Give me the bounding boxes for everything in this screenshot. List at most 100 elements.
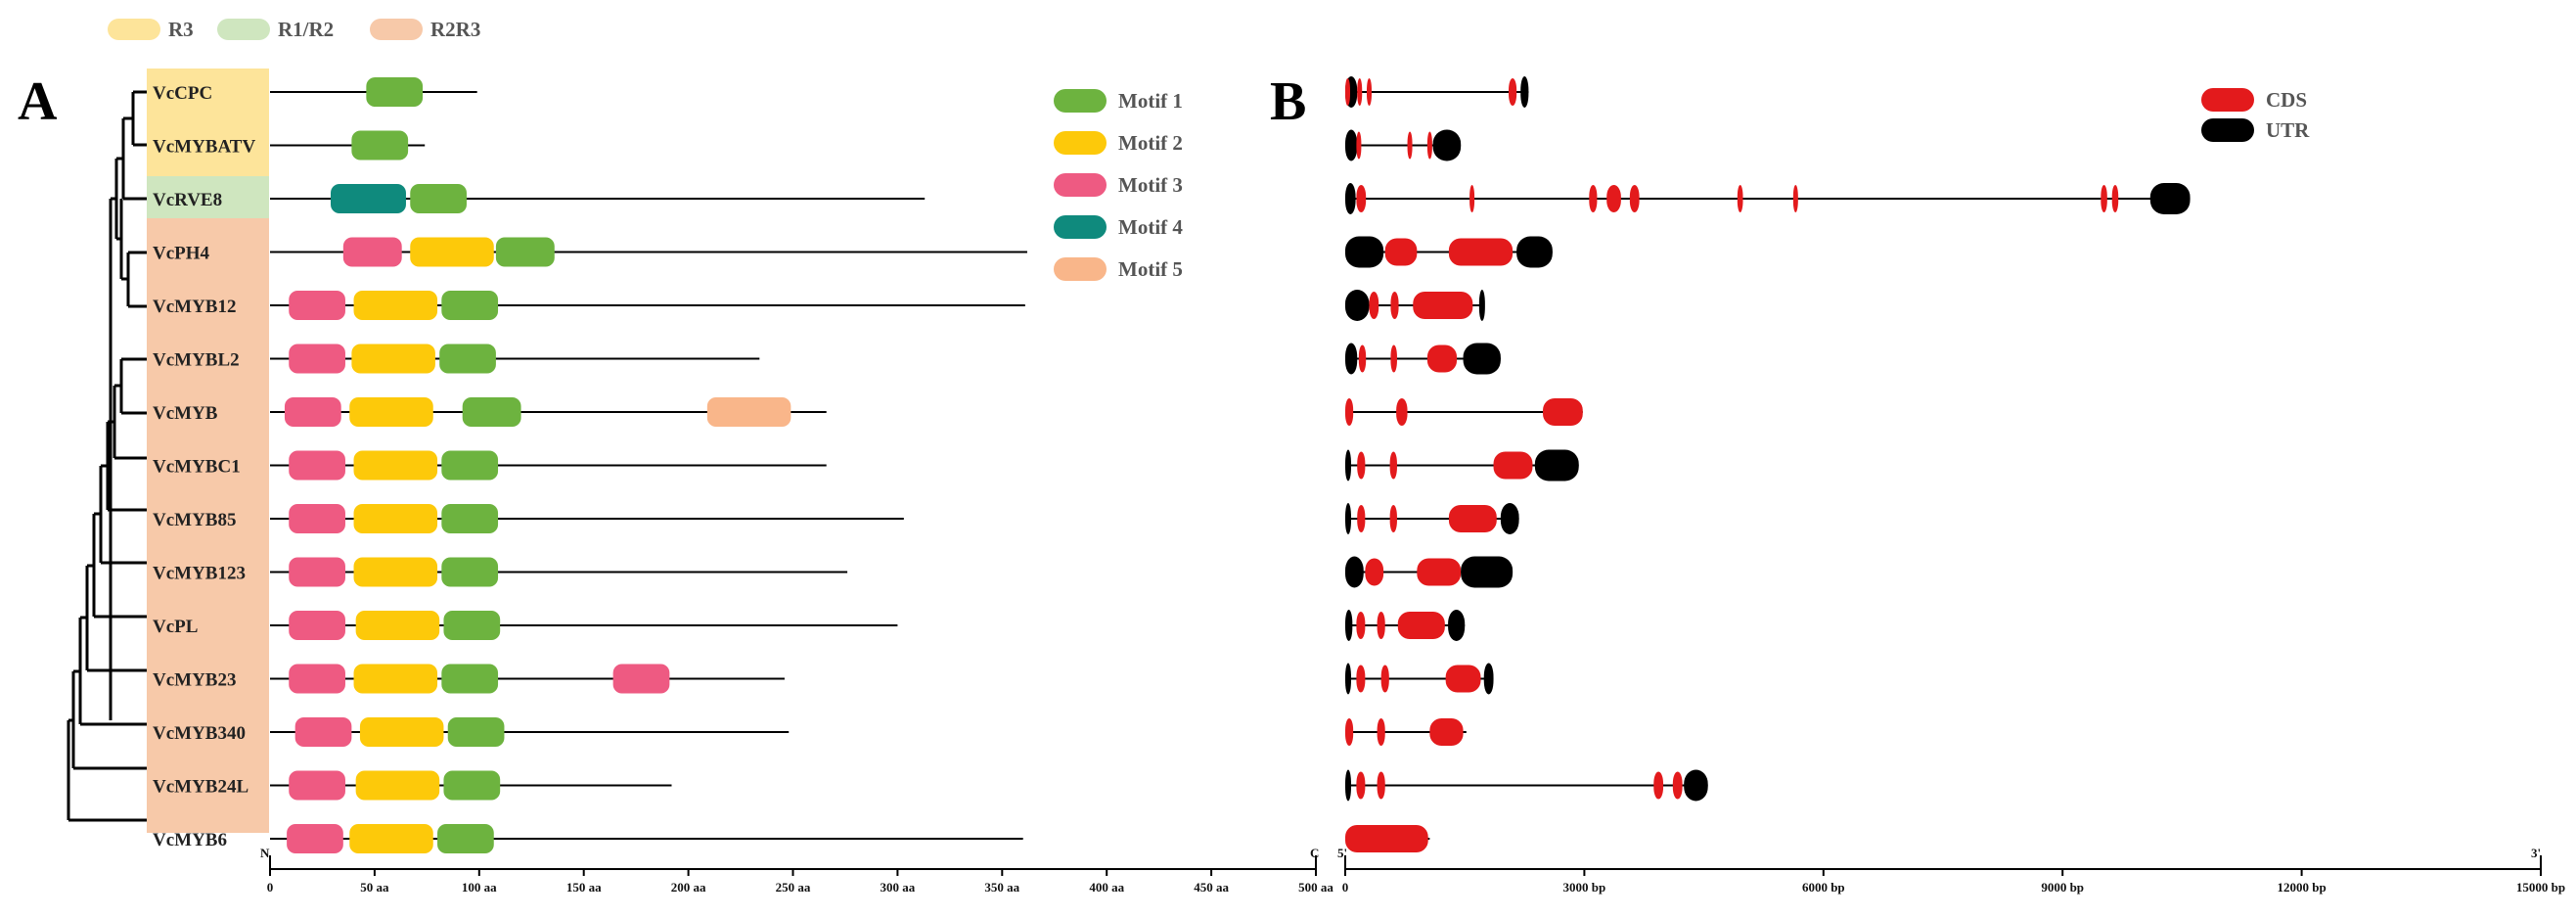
legend-swatch-r3 <box>108 19 160 40</box>
motif-1-box <box>443 770 501 801</box>
cds-block <box>1345 718 1354 746</box>
panel-b-label: B <box>1270 71 1306 132</box>
motif-2-box <box>353 557 438 587</box>
utr-block <box>1461 556 1514 588</box>
motif-3-box <box>289 557 345 587</box>
protein-axis-tick-label: 400 aa <box>1089 880 1124 895</box>
cds-block <box>1396 398 1408 426</box>
utr-block <box>1345 769 1351 802</box>
gene-row-vcmyb: VcMYB <box>153 397 1583 427</box>
cds-block <box>1345 398 1354 426</box>
cds-block <box>1356 612 1366 639</box>
utr-block <box>1345 610 1353 641</box>
gene-name-label: VcMYB85 <box>153 510 236 530</box>
gene-name-label: VcMYB23 <box>153 670 236 691</box>
cds-block <box>1417 558 1462 586</box>
legend-swatch-r2r3 <box>370 19 423 40</box>
motif-2-box <box>349 397 433 427</box>
utr-block <box>1345 556 1364 588</box>
cds-block <box>1629 185 1640 212</box>
gene-row-vcmybc1: VcMYBC1 <box>153 449 1579 482</box>
cds-block <box>1407 131 1413 160</box>
gene-name-label: VcMYB340 <box>153 723 246 744</box>
cds-block <box>1445 665 1481 693</box>
protein-axis-tick-label: 250 aa <box>776 880 811 895</box>
five-prime-label: 5' <box>1337 846 1347 860</box>
cds-block <box>1380 665 1389 693</box>
utr-block <box>1345 290 1370 321</box>
cds-block <box>1345 78 1350 106</box>
motif-1-box <box>437 824 494 853</box>
gene-length-axis: 5' 3' 0 3000 bp 6000 bp 9000 bp 12000 bp 15000 … <box>1337 846 2565 895</box>
cds-block <box>1365 558 1384 586</box>
protein-axis-tick-label: 150 aa <box>566 880 602 895</box>
motif-1-box <box>441 291 499 320</box>
utr-block <box>1345 663 1351 695</box>
cds-block <box>1357 451 1366 480</box>
motif-2-box <box>355 770 440 801</box>
cds-block <box>1448 505 1497 532</box>
motif-legend-label: Motif 5 <box>1118 257 1183 281</box>
motif-2-box <box>410 237 494 267</box>
utr-block <box>1534 449 1579 482</box>
group-block-r2r3 <box>147 218 269 833</box>
three-prime-label: 3' <box>2531 846 2541 860</box>
motif-3-box <box>284 397 341 427</box>
cds-block <box>1358 344 1367 373</box>
gene-row-vcmyb12: VcMYB12 <box>153 290 1485 321</box>
motif-legend-label: Motif 2 <box>1118 131 1183 155</box>
motif-1-box <box>447 717 505 747</box>
motif-2-box <box>351 344 435 374</box>
cds-block <box>1426 131 1432 160</box>
cds-block <box>1369 292 1379 319</box>
cds-block <box>2101 185 2107 212</box>
gene-structure-legend: CDS UTR <box>2201 88 2310 142</box>
cds-block <box>1429 718 1464 746</box>
cds-block <box>1509 78 1517 106</box>
cds-block <box>1737 185 1743 212</box>
motif-1-box <box>439 344 496 374</box>
cds-legend-swatch <box>2201 88 2254 112</box>
utr-block <box>1345 236 1384 268</box>
protein-length-axis: N C 0 50 aa 100 aa 150 aa 200 aa 250 aa 300 aa 35… <box>260 846 1333 895</box>
motif-legend: Motif 1 Motif 2 Motif 3 Motif 4 Motif 5 <box>1054 89 1183 281</box>
utr-block <box>1483 663 1494 695</box>
gene-row-vcmyb23: VcMYB23 <box>153 663 1494 695</box>
n-terminus-label: N <box>260 846 270 860</box>
motif-3-box <box>289 504 345 533</box>
motif-1-box <box>366 77 424 107</box>
cds-block <box>1356 185 1367 212</box>
motif-3-box <box>294 717 352 747</box>
utr-block <box>1520 76 1529 108</box>
motif-2-box <box>355 611 440 640</box>
gene-name-label: VcCPC <box>153 83 212 104</box>
motif-2-box <box>353 664 438 694</box>
gene-name-label: VcMYB12 <box>153 297 236 317</box>
motif-1-box <box>351 130 409 161</box>
protein-axis-tick-label: 500 aa <box>1298 880 1333 895</box>
gene-row-vcmybatv: VcMYBATV <box>153 129 1462 161</box>
gene-row-vcmyb85: VcMYB85 <box>153 503 1519 534</box>
utr-block <box>1345 183 1356 214</box>
group-block-r1r2 <box>147 176 269 218</box>
motif-legend-label: Motif 3 <box>1118 173 1183 197</box>
gene-name-label: VcPL <box>153 617 198 637</box>
cds-block <box>1390 292 1399 319</box>
cds-block <box>1792 185 1798 212</box>
motif-legend-label: Motif 1 <box>1118 89 1183 113</box>
cds-block <box>1389 505 1397 532</box>
gene-row-vcmybl2: VcMYBL2 <box>153 343 1501 375</box>
motif-3-box <box>289 291 345 320</box>
cds-block <box>1589 185 1598 212</box>
utr-block <box>1345 449 1351 482</box>
protein-axis-tick-label: 300 aa <box>881 880 916 895</box>
utr-legend-label: UTR <box>2266 118 2310 142</box>
gene-name-label: VcPH4 <box>153 244 210 264</box>
motif-2-box <box>353 291 438 320</box>
gene-row-vcph4: VcPH4 <box>153 236 1553 268</box>
gene-row-vcmyb24l: VcMYB24L <box>153 769 1708 802</box>
motif-3-box <box>289 664 345 694</box>
gene-row-vcpl: VcPL <box>153 610 1466 641</box>
cds-block <box>1356 771 1366 800</box>
